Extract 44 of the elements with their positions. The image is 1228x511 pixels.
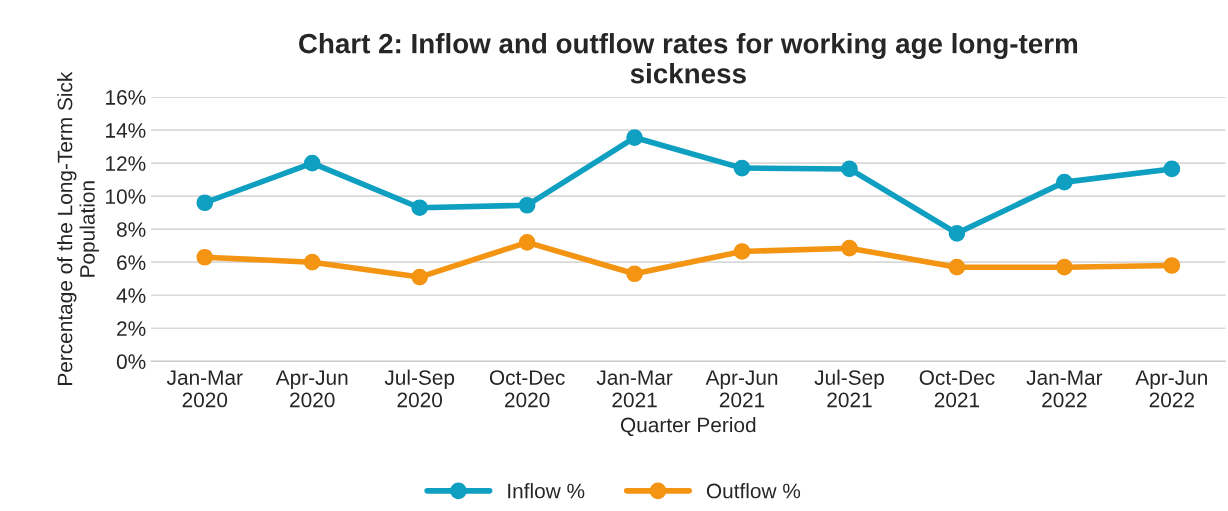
point — [948, 258, 966, 276]
point — [303, 154, 321, 172]
x-tick-label: Apr-Jun 2022 — [1135, 370, 1207, 408]
point — [411, 268, 429, 286]
x-tick-label: Jan-Mar 2022 — [1026, 370, 1103, 408]
y-tick-label: 16% — [106, 90, 146, 105]
y-tick-label: 12% — [106, 156, 146, 171]
y-tick-label: 2% — [117, 321, 146, 336]
point — [733, 159, 751, 177]
y-tick-label: 14% — [106, 123, 146, 138]
point — [1056, 173, 1073, 191]
x-tick-label: Oct-Dec 2020 — [489, 370, 565, 408]
y-axis-title: Percentage of the Long-Term Sick Population — [57, 71, 99, 385]
x-tick-label: Apr-Jun 2020 — [275, 370, 348, 408]
point — [1056, 258, 1073, 276]
point — [411, 199, 429, 217]
x-axis-title: Quarter Period — [620, 417, 756, 437]
x-tick-label: Jan-Mar 2021 — [596, 370, 673, 408]
point — [518, 196, 536, 214]
point — [303, 253, 321, 271]
x-tick-label: Oct-Dec 2021 — [919, 370, 995, 408]
y-tick-label: 0% — [116, 354, 146, 370]
point — [626, 129, 643, 146]
point — [948, 224, 966, 242]
x-tick-label: Jul-Sep 2020 — [384, 369, 455, 408]
point — [841, 160, 858, 178]
point — [196, 194, 214, 212]
point — [626, 265, 643, 283]
y-tick-label: 4% — [116, 288, 146, 303]
x-tick-label: Jul-Sep 2021 — [814, 369, 884, 408]
y-tick-label: 10% — [106, 189, 146, 204]
point — [733, 243, 751, 260]
x-tick-label: Jan-Mar 2020 — [166, 370, 243, 408]
y-tick-label: 8% — [116, 222, 146, 237]
x-tick-label: Apr-Jun 2021 — [705, 370, 778, 408]
point — [841, 239, 858, 257]
point — [196, 248, 214, 266]
point — [1163, 160, 1181, 178]
point — [518, 234, 536, 251]
point — [1163, 257, 1181, 274]
legend-label: Outflow % — [706, 483, 801, 499]
y-tick-label: 6% — [117, 255, 146, 270]
chart-title: Chart 2: Inflow and outflow rates for working age long-term sickness — [299, 33, 1078, 84]
legend-label: Inflow % — [508, 483, 585, 499]
